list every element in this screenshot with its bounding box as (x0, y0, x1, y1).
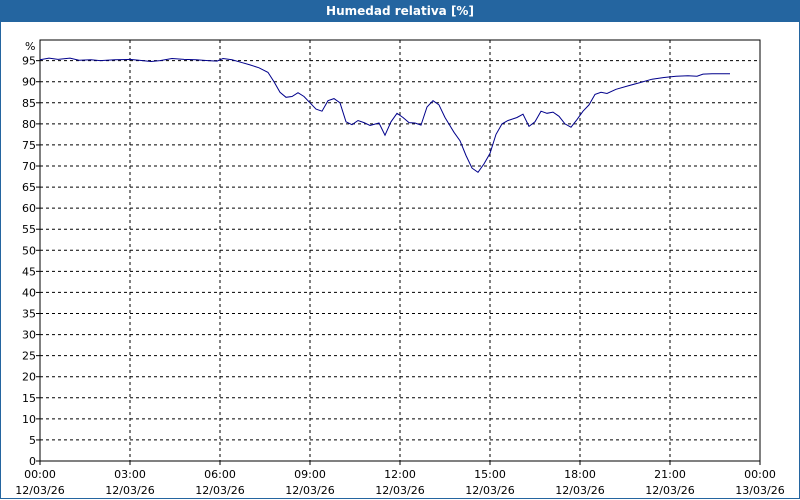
x-tick-time-label: 15:00 (474, 468, 506, 481)
x-tick-date-label: 12/03/26 (645, 484, 694, 497)
y-tick-label: 95 (22, 55, 36, 68)
y-tick-label: 40 (22, 286, 36, 299)
y-tick-label: 45 (22, 265, 36, 278)
y-tick-label: 30 (22, 329, 36, 342)
humidity-series-line (39, 57, 730, 173)
y-tick-label: 60 (22, 202, 36, 215)
x-axis: 00:00 12/03/26 03:00 12/03/26 06:00 12/03/26 0… (15, 461, 785, 497)
y-tick-label: 55 (22, 223, 36, 236)
x-tick-time-label: 21:00 (654, 468, 686, 481)
y-tick-label: 50 (22, 244, 36, 257)
x-tick-date-label: 12/03/26 (105, 484, 154, 497)
x-tick-time-label: 00:00 (744, 468, 776, 481)
y-tick-label: 80 (22, 118, 36, 131)
y-tick-label: 70 (22, 160, 36, 173)
y-tick-label: 10 (22, 413, 36, 426)
y-tick-label: 35 (22, 308, 36, 321)
x-tick-time-label: 12:00 (384, 468, 416, 481)
chart-title: Humedad relativa [%] (0, 0, 800, 22)
x-tick-date-label: 13/03/26 (735, 484, 784, 497)
x-tick-date-label: 12/03/26 (555, 484, 604, 497)
y-tick-label: 0 (29, 455, 36, 468)
y-axis-unit-label: % (25, 40, 35, 53)
x-tick-time-label: 00:00 (24, 468, 56, 481)
y-tick-label: 15 (22, 392, 36, 405)
x-tick-date-label: 12/03/26 (195, 484, 244, 497)
y-tick-label: 65 (22, 181, 36, 194)
y-axis: 0 5 10 15 20 25 30 35 40 45 50 55 60 65 70 75 80 85 90 95 (22, 55, 40, 468)
x-tick-date-label: 12/03/26 (465, 484, 514, 497)
y-tick-label: 5 (29, 434, 36, 447)
y-tick-label: 85 (22, 97, 36, 110)
x-tick-date-label: 12/03/26 (375, 484, 424, 497)
x-tick-date-label: 12/03/26 (285, 484, 334, 497)
x-tick-time-label: 18:00 (564, 468, 596, 481)
y-tick-label: 75 (22, 139, 36, 152)
x-tick-time-label: 09:00 (294, 468, 326, 481)
grid-lines (40, 40, 760, 461)
y-tick-label: 90 (22, 76, 36, 89)
y-tick-label: 25 (22, 350, 36, 363)
x-tick-time-label: 03:00 (114, 468, 146, 481)
x-tick-date-label: 12/03/26 (15, 484, 64, 497)
x-tick-time-label: 06:00 (204, 468, 236, 481)
y-tick-label: 20 (22, 371, 36, 384)
